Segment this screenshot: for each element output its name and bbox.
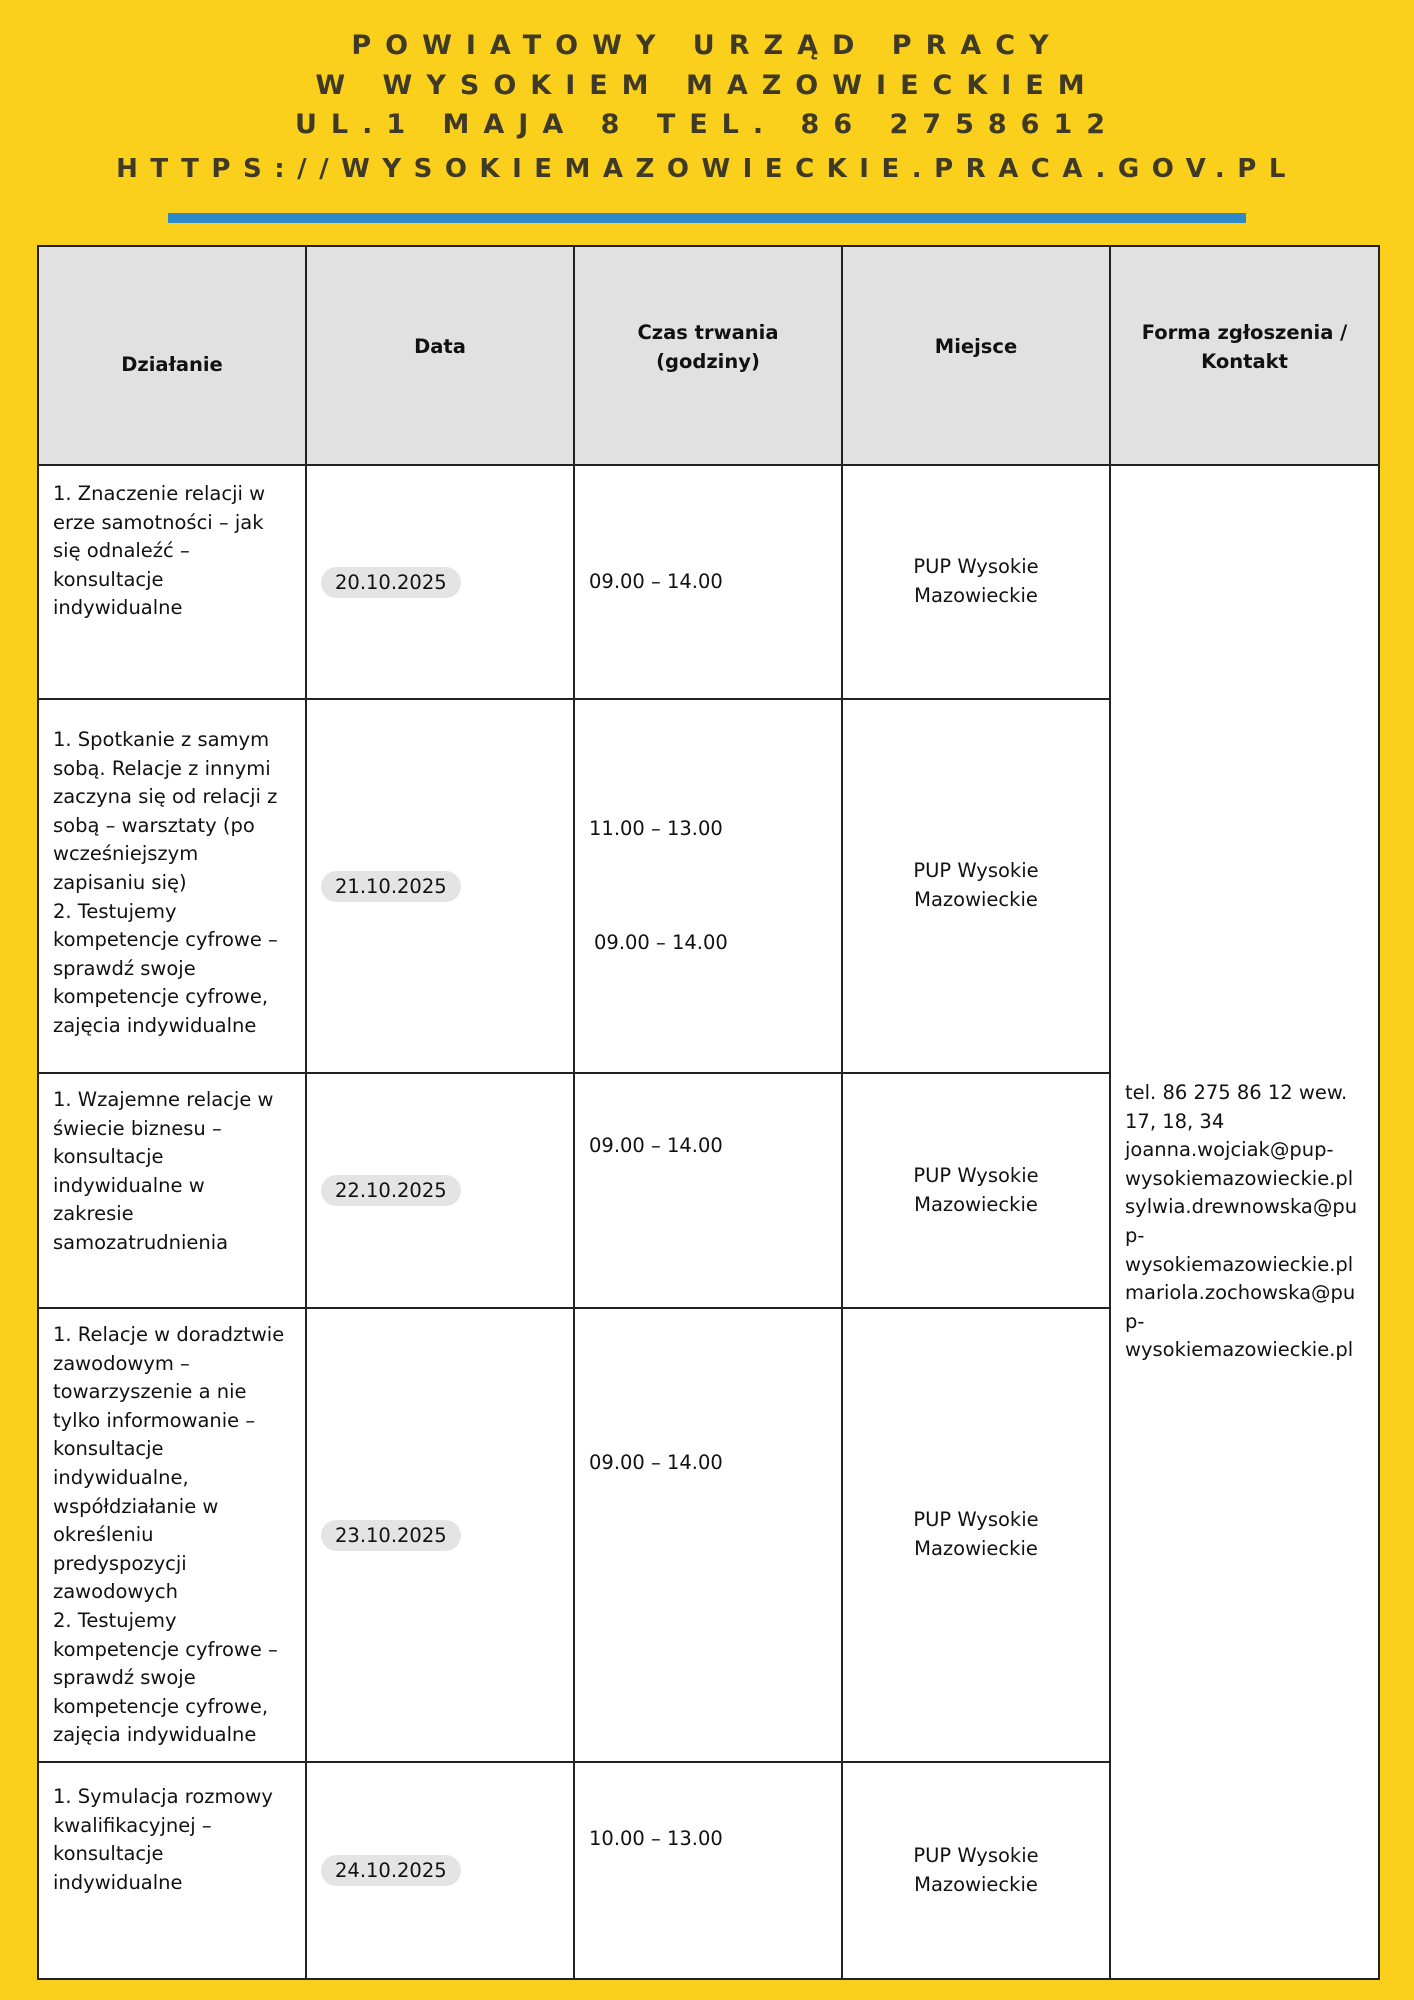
date-cell: 24.10.2025 [305, 1761, 575, 1980]
date-cell: 21.10.2025 [305, 698, 575, 1074]
action-cell: 1. Wzajemne relacje w świecie biznesu – … [37, 1072, 307, 1309]
table-row: 1. Spotkanie z samym sobą. Relacje z inn… [37, 698, 1379, 1074]
place-cell: PUP Wysokie Mazowieckie [841, 464, 1111, 700]
header-title-line2: W WYSOKIEM MAZOWIECKIEM [315, 70, 1099, 101]
date-badge: 23.10.2025 [321, 1519, 461, 1551]
header-url[interactable]: HTTPS://WYSOKIEMAZOWIECKIE.PRACA.GOV.PL [116, 154, 1298, 184]
place-cell: PUP Wysokie Mazowieckie [841, 1761, 1111, 1980]
place-cell: PUP Wysokie Mazowieckie [841, 1072, 1111, 1309]
action-cell: 1. Znaczenie relacji w erze samotności –… [37, 464, 307, 700]
date-badge: 22.10.2025 [321, 1175, 461, 1206]
date-cell: 22.10.2025 [305, 1072, 575, 1309]
column-header-place: Miejsce [841, 245, 1111, 466]
date-badge: 20.10.2025 [321, 566, 461, 598]
time-cell: 11.00 – 13.00 09.00 – 14.00 [573, 698, 843, 1074]
time-slot: 11.00 – 13.00 [589, 816, 723, 840]
time-slot: 09.00 – 14.00 [594, 930, 728, 954]
contact-cell: tel. 86 275 86 12 wew. 17, 18, 34 joanna… [1109, 464, 1380, 1980]
schedule-table: Działanie Data Czas trwania (godziny) Mi… [37, 245, 1380, 1980]
place-cell: PUP Wysokie Mazowieckie [841, 698, 1111, 1074]
action-cell: 1. Symulacja rozmowy kwalifikacyjnej – k… [37, 1761, 307, 1980]
table-row: 1. Znaczenie relacji w erze samotności –… [37, 464, 1380, 1980]
table-row: 1. Relacje w doradztwie zawodowym – towa… [37, 1307, 1379, 1763]
accent-divider [168, 213, 1246, 223]
column-header-duration: Czas trwania (godziny) [573, 245, 843, 466]
time-cell: 10.00 – 13.00 [573, 1761, 843, 1980]
column-header-date: Data [305, 245, 575, 466]
action-cell: 1. Spotkanie z samym sobą. Relacje z inn… [37, 698, 307, 1074]
header-title-line1: POWIATOWY URZĄD PRACY [351, 30, 1063, 61]
table-row: 1. Wzajemne relacje w świecie biznesu – … [37, 1072, 1379, 1309]
time-cell: 09.00 – 14.00 [573, 1072, 843, 1309]
action-cell: 1. Relacje w doradztwie zawodowym – towa… [37, 1307, 307, 1763]
time-cell: 09.00 – 14.00 [573, 464, 843, 700]
date-badge: 21.10.2025 [321, 870, 461, 902]
date-cell: 23.10.2025 [305, 1307, 575, 1763]
column-header-contact: Forma zgłoszenia / Kontakt [1109, 245, 1380, 466]
table-header-row: Działanie Data Czas trwania (godziny) Mi… [37, 245, 1380, 466]
column-header-action: Działanie [37, 245, 307, 466]
place-cell: PUP Wysokie Mazowieckie [841, 1307, 1111, 1763]
date-badge: 24.10.2025 [321, 1855, 461, 1886]
date-cell: 20.10.2025 [305, 464, 575, 700]
time-cell: 09.00 – 14.00 [573, 1307, 843, 1763]
header-address: UL.1 MAJA 8 TEL. 86 2758612 [294, 109, 1120, 140]
table-row: 1. Symulacja rozmowy kwalifikacyjnej – k… [37, 1761, 1379, 1980]
